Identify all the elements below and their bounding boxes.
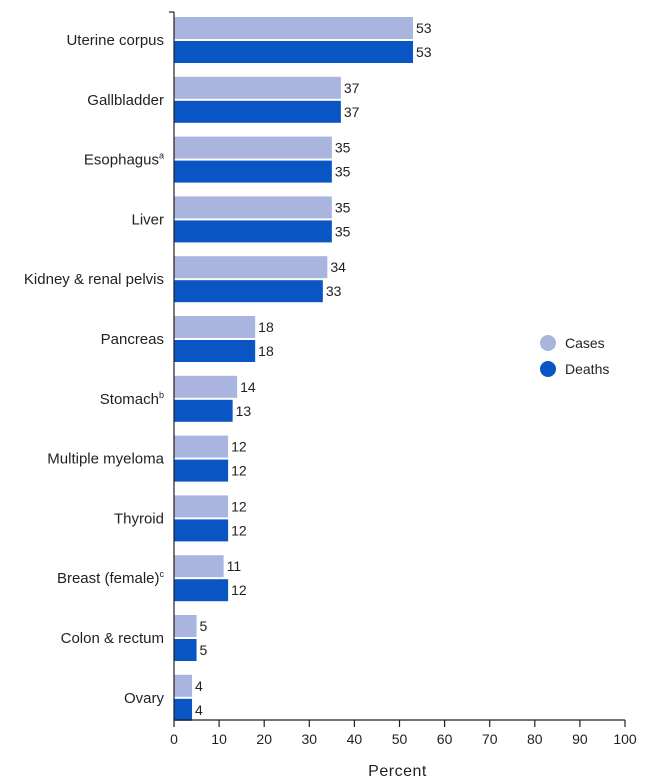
x-tick-label-10: 10 bbox=[211, 731, 227, 747]
bar-deaths-6 bbox=[174, 399, 233, 422]
x-tick-label-0: 0 bbox=[170, 731, 178, 747]
bar-deaths-9 bbox=[174, 579, 229, 602]
category-label-0: Uterine corpus bbox=[66, 32, 164, 49]
category-label-1: Gallbladder bbox=[87, 92, 164, 109]
data-label-cases-1: 37 bbox=[344, 80, 360, 96]
category-label-9: Breast (female)c bbox=[57, 569, 165, 587]
value-labels: 53 53 37 37 35 35 35 35 34 33 18 18 14 13 12 12 12 12 11 12… bbox=[195, 20, 432, 718]
bar-cases-1 bbox=[174, 76, 341, 99]
data-label-deaths-0: 53 bbox=[416, 44, 432, 60]
legend: Cases Deaths bbox=[540, 335, 609, 377]
bar-deaths-11 bbox=[174, 698, 193, 721]
data-label-deaths-2: 35 bbox=[335, 164, 351, 180]
legend-marker-deaths bbox=[540, 361, 556, 377]
category-labels: Uterine corpus Gallbladder Esophagusa Liver… bbox=[24, 32, 165, 707]
data-label-deaths-10: 5 bbox=[200, 642, 208, 658]
data-label-cases-7: 12 bbox=[231, 439, 247, 455]
data-label-cases-10: 5 bbox=[200, 618, 208, 634]
x-tick-label-60: 60 bbox=[437, 731, 453, 747]
category-label-2: Esophagusa bbox=[84, 151, 164, 169]
category-label-10: Colon & rectum bbox=[61, 630, 164, 647]
data-label-cases-2: 35 bbox=[335, 140, 351, 156]
bar-cases-2 bbox=[174, 136, 332, 159]
bars-group bbox=[174, 17, 414, 721]
x-tick-label-90: 90 bbox=[572, 731, 588, 747]
data-label-cases-0: 53 bbox=[416, 20, 432, 36]
x-tick-label-20: 20 bbox=[256, 731, 272, 747]
bar-cases-0 bbox=[174, 17, 414, 39]
data-label-cases-4: 34 bbox=[330, 259, 346, 275]
bar-cases-10 bbox=[174, 615, 197, 637]
bar-deaths-3 bbox=[174, 220, 332, 243]
category-label-4: Kidney & renal pelvis bbox=[24, 271, 164, 288]
bar-deaths-10 bbox=[174, 639, 197, 661]
x-tick-label-50: 50 bbox=[392, 731, 408, 747]
bar-cases-6 bbox=[174, 375, 238, 398]
data-label-deaths-3: 35 bbox=[335, 223, 351, 239]
bar-cases-11 bbox=[174, 674, 193, 697]
bar-cases-7 bbox=[174, 435, 229, 458]
data-label-cases-6: 14 bbox=[240, 379, 256, 395]
legend-label-deaths: Deaths bbox=[565, 361, 609, 377]
bar-deaths-4 bbox=[174, 280, 323, 303]
legend-label-cases: Cases bbox=[565, 335, 605, 351]
x-axis-title: Percent bbox=[368, 763, 427, 780]
bar-cases-4 bbox=[174, 256, 328, 279]
bar-deaths-8 bbox=[174, 519, 229, 542]
x-tick-label-70: 70 bbox=[482, 731, 498, 747]
bar-deaths-2 bbox=[174, 160, 332, 183]
data-label-cases-11: 4 bbox=[195, 678, 203, 694]
category-label-11: Ovary bbox=[124, 690, 165, 707]
x-tick-label-80: 80 bbox=[527, 731, 543, 747]
data-label-deaths-9: 12 bbox=[231, 582, 247, 598]
data-label-deaths-1: 37 bbox=[344, 104, 360, 120]
bar-cases-3 bbox=[174, 196, 332, 219]
data-label-cases-9: 11 bbox=[227, 558, 242, 574]
data-label-cases-3: 35 bbox=[335, 199, 351, 215]
axes: 0 10 20 30 40 50 60 70 80 90 100 bbox=[169, 11, 637, 747]
bar-cases-9 bbox=[174, 555, 224, 578]
data-label-cases-5: 18 bbox=[258, 319, 274, 335]
data-label-deaths-7: 12 bbox=[231, 463, 247, 479]
category-label-3: Liver bbox=[131, 211, 164, 228]
data-label-deaths-5: 18 bbox=[258, 343, 274, 359]
bar-cases-8 bbox=[174, 495, 229, 518]
bar-deaths-5 bbox=[174, 340, 256, 362]
x-tick-label-100: 100 bbox=[613, 731, 637, 747]
data-label-deaths-4: 33 bbox=[326, 283, 342, 299]
x-tick-label-40: 40 bbox=[347, 731, 363, 747]
legend-marker-cases bbox=[540, 335, 556, 351]
data-label-deaths-6: 13 bbox=[236, 403, 252, 419]
bar-cases-5 bbox=[174, 316, 256, 338]
category-label-8: Thyroid bbox=[114, 510, 164, 527]
bar-deaths-1 bbox=[174, 100, 341, 123]
data-label-cases-8: 12 bbox=[231, 498, 247, 514]
bar-deaths-0 bbox=[174, 41, 414, 63]
x-tick-label-30: 30 bbox=[302, 731, 318, 747]
category-label-6: Stomachb bbox=[100, 390, 164, 408]
category-label-5: Pancreas bbox=[101, 331, 164, 348]
category-label-7: Multiple myeloma bbox=[47, 451, 164, 468]
bar-deaths-7 bbox=[174, 459, 229, 482]
data-label-deaths-11: 4 bbox=[195, 702, 203, 718]
data-label-deaths-8: 12 bbox=[231, 522, 247, 538]
